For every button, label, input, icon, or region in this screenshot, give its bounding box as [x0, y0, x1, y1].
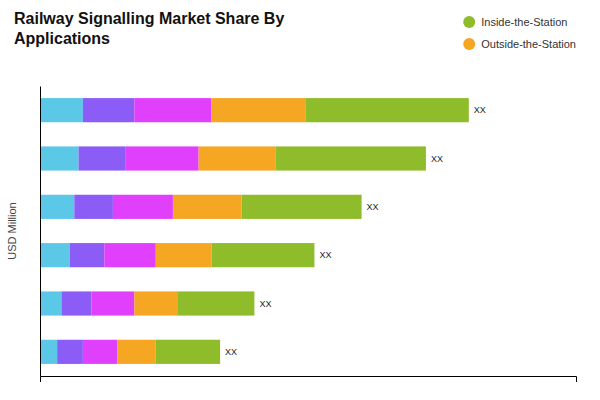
legend-marker	[463, 16, 475, 28]
bar	[40, 146, 79, 170]
bar	[70, 243, 104, 267]
bar	[212, 243, 315, 267]
title: Railway Signalling Market Share ByApplic…	[14, 10, 284, 47]
bar	[276, 146, 426, 170]
x-axis	[41, 377, 577, 383]
bar	[156, 340, 220, 364]
legend-marker	[463, 38, 475, 50]
axis-line	[41, 377, 577, 383]
legend-item: Inside-the-Station	[463, 16, 567, 28]
annotation: XX	[431, 154, 443, 164]
annotation: XX	[474, 105, 486, 115]
bar	[126, 146, 199, 170]
bar	[212, 98, 306, 122]
bar	[74, 195, 113, 219]
bar	[134, 291, 177, 315]
bar	[306, 98, 469, 122]
bar	[117, 340, 156, 364]
bar	[40, 98, 83, 122]
annotation: XX	[259, 299, 271, 309]
bar	[91, 291, 134, 315]
bar	[199, 146, 276, 170]
annotation: XX	[367, 202, 379, 212]
bar	[40, 195, 74, 219]
bar	[57, 340, 83, 364]
legend-label: Inside-the-Station	[481, 16, 567, 28]
bar	[83, 340, 117, 364]
bar	[104, 243, 155, 267]
legend: Inside-the-Station Outside-the-Station	[463, 16, 576, 50]
bar	[113, 195, 173, 219]
bar	[79, 146, 126, 170]
bar	[177, 291, 254, 315]
y-axis-title: USD Million	[6, 202, 18, 259]
plot: XX XX XX XX XX XX	[40, 87, 577, 383]
chart: Railway Signalling Market Share ByApplic…	[0, 0, 600, 400]
bar	[83, 98, 134, 122]
bars	[40, 98, 469, 364]
bar	[173, 195, 242, 219]
legend-item: Outside-the-Station	[463, 38, 576, 50]
bar	[40, 340, 57, 364]
bar	[242, 195, 362, 219]
annotations: XX XX XX XX XX XX	[225, 105, 486, 357]
series	[40, 98, 83, 364]
bar	[134, 98, 211, 122]
annotation: XX	[225, 347, 237, 357]
axis-line	[40, 87, 41, 377]
series	[83, 98, 212, 364]
bar	[156, 243, 212, 267]
bar	[40, 243, 70, 267]
annotation: XX	[319, 250, 331, 260]
y-axis	[40, 87, 42, 377]
legend-label: Outside-the-Station	[481, 38, 576, 50]
bar	[40, 291, 61, 315]
series	[57, 98, 134, 364]
bar	[61, 291, 91, 315]
series	[117, 98, 306, 364]
series	[156, 98, 469, 364]
